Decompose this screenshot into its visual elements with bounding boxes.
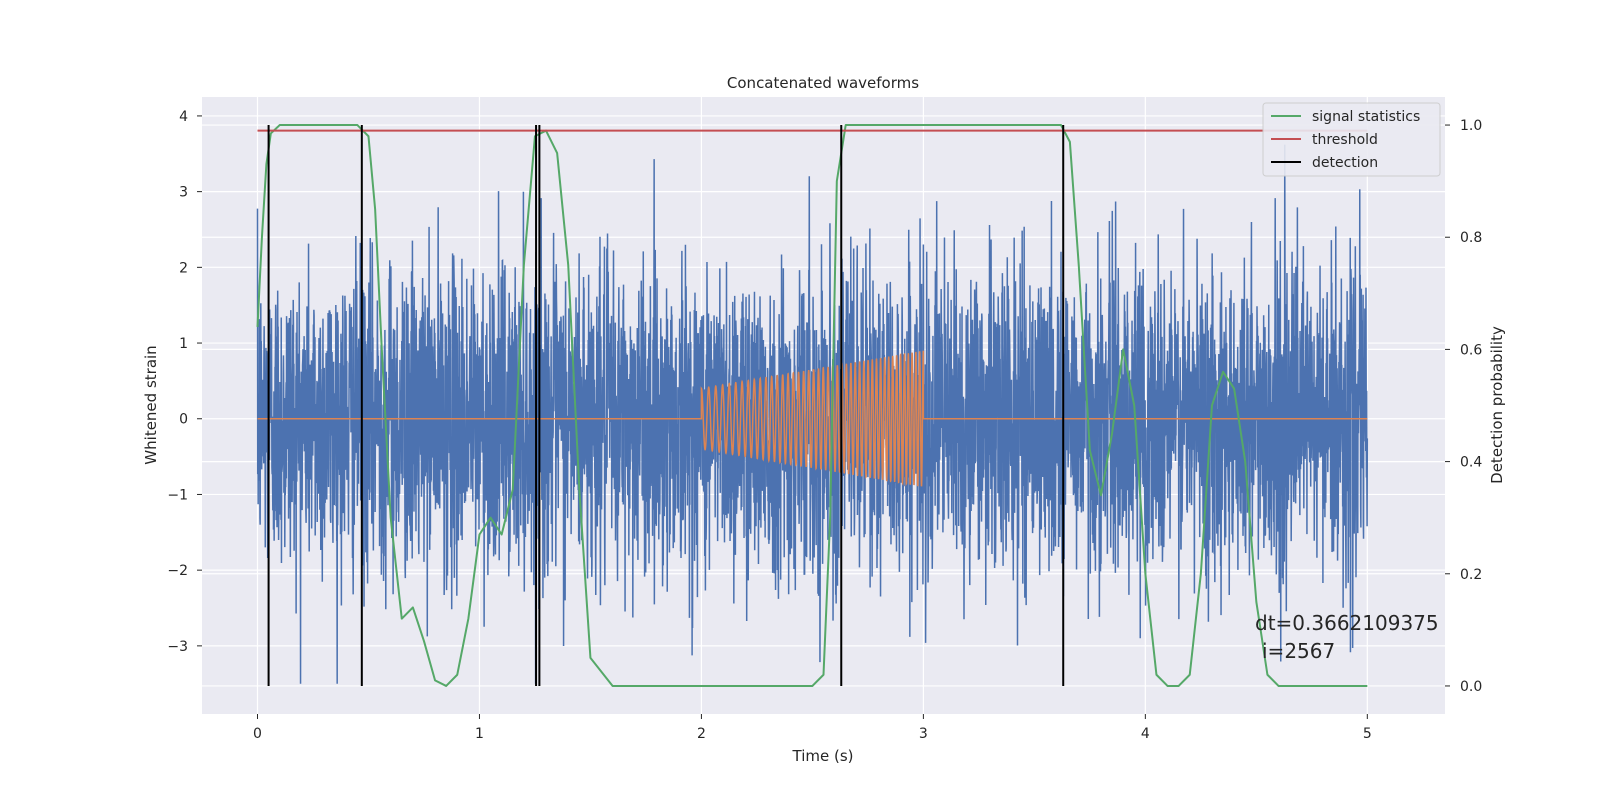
y2-axis-label: Detection probability [1488,326,1506,484]
legend-label-detection: detection [1312,155,1378,171]
series-signal-statistics [256,124,1368,687]
injected-chirp-line [257,350,1368,487]
annotation-dt: dt=0.3662109375 [1255,611,1439,635]
x-tick-label-0: 0 [253,726,262,742]
legend-label-signal-statistics: signal statistics [1312,109,1420,125]
y2-tick-label-2: 0.4 [1460,455,1482,471]
x-tick-label-5: 5 [1363,726,1372,742]
y-tick-label-0: −3 [167,639,188,655]
series-detection [267,125,1065,686]
annotation-i: i=2567 [1262,639,1335,663]
y2-tick-label-5: 1.0 [1460,118,1482,134]
x-tick-label-4: 4 [1141,726,1150,742]
signal-statistics-line [256,124,1368,687]
x-tick-label-2: 2 [697,726,706,742]
y2-tick-label-1: 0.2 [1460,567,1482,583]
y-tick-label-6: 3 [179,185,188,201]
y-tick-label-5: 2 [179,260,188,276]
y-tick-label-1: −2 [167,563,188,579]
y-axis-label: Whitened strain [142,345,160,464]
axes: 0 1 2 3 4 5 −3 −2 −1 0 1 2 3 4 0.0 0.2 0.4 0.6 0.8 1.0 [167,109,1482,742]
legend-box [1262,102,1441,177]
y2-tick-label-0: 0.0 [1460,679,1482,695]
legend: signal statistics threshold detection [1262,102,1441,177]
legend-label-threshold: threshold [1312,132,1378,148]
y-tick-label-4: 1 [179,336,188,352]
chart-title: Concatenated waveforms [727,74,919,92]
x-axis-label: Time (s) [792,747,854,765]
y-tick-label-2: −1 [167,487,188,503]
x-tick-label-3: 3 [919,726,928,742]
y-tick-label-7: 4 [179,109,188,125]
series-injected-chirp [257,350,1368,487]
y-tick-label-3: 0 [179,412,188,428]
x-tick-label-1: 1 [475,726,484,742]
y2-tick-label-4: 0.8 [1460,230,1482,246]
y2-tick-label-3: 0.6 [1460,342,1482,358]
